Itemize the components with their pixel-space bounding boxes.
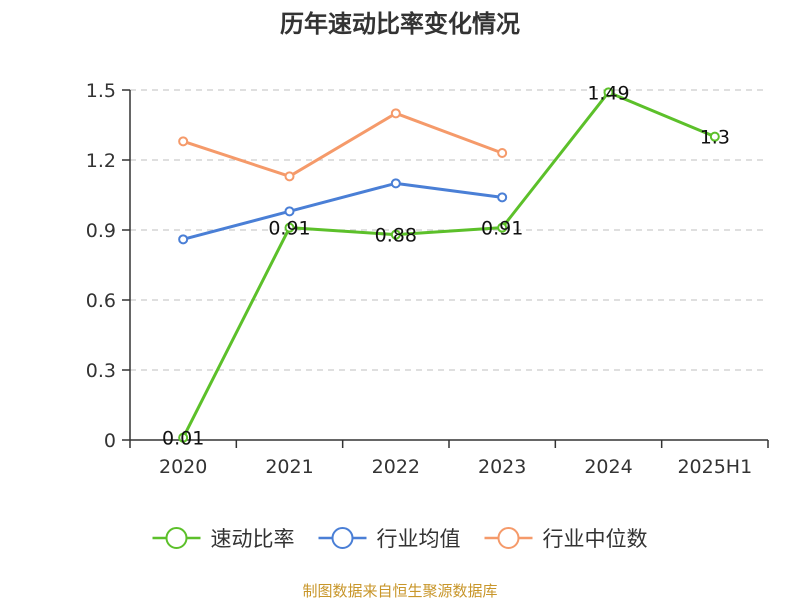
data-point [497, 192, 508, 203]
legend-marker [165, 527, 188, 549]
x-tick-label: 2025H1 [677, 456, 752, 478]
y-tick-label: 0.9 [86, 220, 116, 242]
legend-marker [331, 527, 354, 549]
axes: 0 0.3 0.6 0.9 1.2 1.5 2020 2021 2022 2023 2024 2025… [86, 80, 769, 478]
series-line [182, 181, 503, 241]
data-point [497, 148, 508, 158]
data-point [178, 136, 189, 147]
legend-item: 行业中位数 [484, 527, 648, 551]
data-label: 1.49 [587, 82, 629, 104]
data-point [178, 234, 189, 245]
y-tick-label: 0 [104, 430, 116, 452]
series-lines [178, 87, 720, 443]
data-labels: 0.01 0.91 0.88 0.91 1.49 1.3 [162, 82, 730, 449]
y-tick-label: 0.3 [86, 360, 116, 382]
data-point [284, 171, 295, 182]
x-tick-label: 2024 [584, 456, 632, 478]
data-point [284, 222, 295, 233]
x-tick-label: 2022 [372, 456, 420, 478]
legend-label: 行业中位数 [543, 527, 648, 551]
data-point [390, 178, 401, 189]
data-label: 0.01 [162, 428, 204, 450]
data-point [603, 87, 614, 98]
legend-marker [497, 527, 520, 549]
legend: 速动比率 行业均值 行业中位数 [152, 527, 648, 551]
x-tick-label: 2023 [478, 456, 526, 478]
data-point [390, 108, 401, 119]
legend-item: 行业均值 [318, 527, 461, 551]
data-point [390, 229, 401, 240]
data-label: 0.91 [481, 218, 523, 240]
y-tick-label: 0.6 [86, 290, 116, 312]
data-label: 1.3 [700, 127, 730, 149]
legend-item: 速动比率 [152, 527, 295, 551]
chart-title: 历年速动比率变化情况 [280, 10, 520, 38]
legend-label: 行业均值 [377, 527, 461, 551]
data-point [284, 206, 295, 217]
data-point [709, 131, 720, 142]
data-label: 0.88 [375, 225, 417, 247]
series-line [181, 90, 716, 439]
data-point [178, 432, 189, 443]
legend-label: 速动比率 [211, 527, 295, 551]
y-tick-label: 1.5 [86, 80, 116, 102]
series-line [182, 111, 503, 178]
data-point [497, 222, 508, 233]
data-label: 0.91 [268, 218, 310, 240]
y-tick-label: 1.2 [86, 150, 116, 172]
x-tick-label: 2020 [159, 456, 207, 478]
x-tick-label: 2021 [265, 456, 313, 478]
source-note: 制图数据来自恒生聚源数据库 [302, 582, 497, 600]
